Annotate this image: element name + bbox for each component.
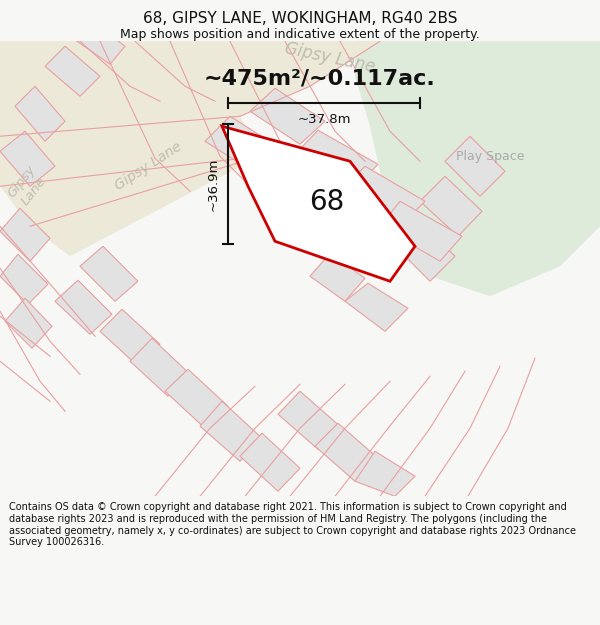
- Text: 68, GIPSY LANE, WOKINGHAM, RG40 2BS: 68, GIPSY LANE, WOKINGHAM, RG40 2BS: [143, 11, 457, 26]
- Polygon shape: [380, 201, 462, 261]
- Text: Gipsy Lane: Gipsy Lane: [112, 139, 184, 193]
- Polygon shape: [278, 391, 340, 449]
- Polygon shape: [200, 401, 262, 461]
- Text: Gipsy Lane: Gipsy Lane: [283, 40, 377, 77]
- Polygon shape: [55, 280, 112, 334]
- Polygon shape: [0, 131, 55, 186]
- Polygon shape: [250, 88, 325, 144]
- Text: Map shows position and indicative extent of the property.: Map shows position and indicative extent…: [120, 28, 480, 41]
- Text: ~37.8m: ~37.8m: [297, 113, 351, 126]
- Text: Gipsy
Lane: Gipsy Lane: [5, 163, 50, 209]
- Polygon shape: [345, 283, 408, 331]
- Polygon shape: [165, 369, 228, 428]
- Polygon shape: [420, 176, 482, 236]
- Polygon shape: [355, 41, 600, 296]
- Polygon shape: [100, 309, 160, 366]
- Polygon shape: [310, 253, 365, 301]
- Polygon shape: [70, 18, 125, 64]
- Polygon shape: [355, 451, 415, 496]
- Polygon shape: [222, 126, 415, 281]
- Text: 68: 68: [309, 188, 344, 216]
- Polygon shape: [5, 298, 52, 348]
- Polygon shape: [340, 166, 425, 226]
- Polygon shape: [240, 433, 300, 491]
- Polygon shape: [0, 208, 50, 261]
- Polygon shape: [445, 136, 505, 196]
- Polygon shape: [295, 130, 378, 188]
- Text: Contains OS data © Crown copyright and database right 2021. This information is : Contains OS data © Crown copyright and d…: [9, 503, 576, 548]
- Polygon shape: [80, 246, 138, 301]
- Polygon shape: [130, 338, 190, 396]
- Text: ~36.9m: ~36.9m: [207, 158, 220, 211]
- Polygon shape: [315, 423, 378, 481]
- Polygon shape: [15, 86, 65, 141]
- Polygon shape: [205, 116, 285, 176]
- Polygon shape: [395, 221, 455, 281]
- Polygon shape: [0, 254, 48, 304]
- Polygon shape: [45, 46, 100, 96]
- Text: Play Space: Play Space: [456, 150, 524, 162]
- Polygon shape: [0, 116, 260, 256]
- Text: ~475m²/~0.117ac.: ~475m²/~0.117ac.: [204, 68, 436, 88]
- Polygon shape: [0, 41, 380, 136]
